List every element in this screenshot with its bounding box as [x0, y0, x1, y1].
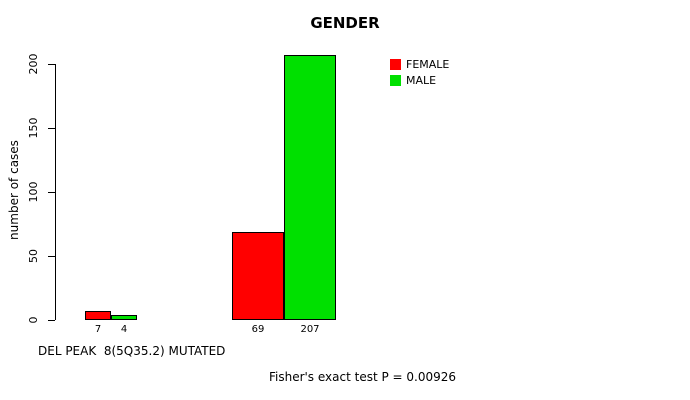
x-axis-label: DEL PEAK 8(5Q35.2) MUTATED — [38, 344, 226, 358]
bar-value-label: 4 — [120, 324, 128, 335]
bar-value-label: 207 — [300, 324, 320, 335]
bar-male-group1 — [111, 315, 137, 320]
legend: FEMALE MALE — [390, 58, 449, 90]
legend-item-female: FEMALE — [390, 58, 449, 71]
y-axis-line — [55, 64, 56, 320]
legend-swatch-male — [390, 75, 401, 86]
y-tick — [48, 128, 55, 129]
y-tick-label: 100 — [27, 181, 40, 203]
bar-male-group2 — [284, 55, 336, 320]
bar-female-group2 — [232, 232, 284, 320]
bar-value-label: 7 — [94, 324, 102, 335]
bar-female-group1 — [85, 311, 111, 320]
y-tick — [48, 320, 55, 321]
y-tick-label: 200 — [27, 53, 40, 75]
chart-title: GENDER — [310, 14, 380, 32]
bar-value-label: 69 — [251, 324, 265, 335]
y-tick — [48, 256, 55, 257]
y-tick — [48, 64, 55, 65]
fisher-test-annotation: Fisher's exact test P = 0.00926 — [268, 370, 457, 384]
legend-swatch-female — [390, 59, 401, 70]
y-axis-label: number of cases — [7, 140, 21, 240]
y-tick-label: 50 — [27, 249, 40, 263]
legend-item-male: MALE — [390, 74, 449, 87]
legend-label-male: MALE — [406, 74, 437, 87]
y-tick-label: 150 — [27, 117, 40, 139]
legend-label-female: FEMALE — [406, 58, 450, 71]
y-tick-label: 0 — [27, 316, 40, 324]
y-tick — [48, 192, 55, 193]
